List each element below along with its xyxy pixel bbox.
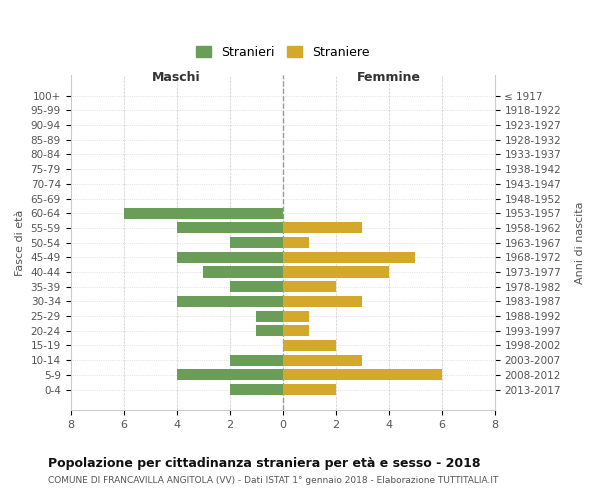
Text: Maschi: Maschi	[152, 71, 201, 84]
Bar	[256, 326, 283, 336]
Bar	[283, 222, 362, 234]
Bar	[283, 340, 335, 351]
Y-axis label: Fasce di età: Fasce di età	[15, 210, 25, 276]
Bar	[230, 237, 283, 248]
Bar	[283, 266, 389, 278]
Bar	[283, 237, 309, 248]
Bar	[283, 326, 309, 336]
Bar	[283, 310, 309, 322]
Bar	[283, 252, 415, 263]
Bar	[230, 354, 283, 366]
Bar	[176, 370, 283, 380]
Bar	[230, 384, 283, 395]
Bar	[283, 370, 442, 380]
Text: Popolazione per cittadinanza straniera per età e sesso - 2018: Popolazione per cittadinanza straniera p…	[48, 458, 481, 470]
Bar	[283, 384, 335, 395]
Y-axis label: Anni di nascita: Anni di nascita	[575, 202, 585, 284]
Bar	[176, 296, 283, 307]
Bar	[256, 310, 283, 322]
Bar	[283, 354, 362, 366]
Text: COMUNE DI FRANCAVILLA ANGITOLA (VV) - Dati ISTAT 1° gennaio 2018 - Elaborazione : COMUNE DI FRANCAVILLA ANGITOLA (VV) - Da…	[48, 476, 499, 485]
Text: Femmine: Femmine	[356, 71, 421, 84]
Bar	[176, 222, 283, 234]
Bar	[203, 266, 283, 278]
Bar	[283, 296, 362, 307]
Bar	[230, 281, 283, 292]
Bar	[124, 208, 283, 218]
Legend: Stranieri, Straniere: Stranieri, Straniere	[191, 41, 374, 64]
Bar	[176, 252, 283, 263]
Bar	[283, 281, 335, 292]
